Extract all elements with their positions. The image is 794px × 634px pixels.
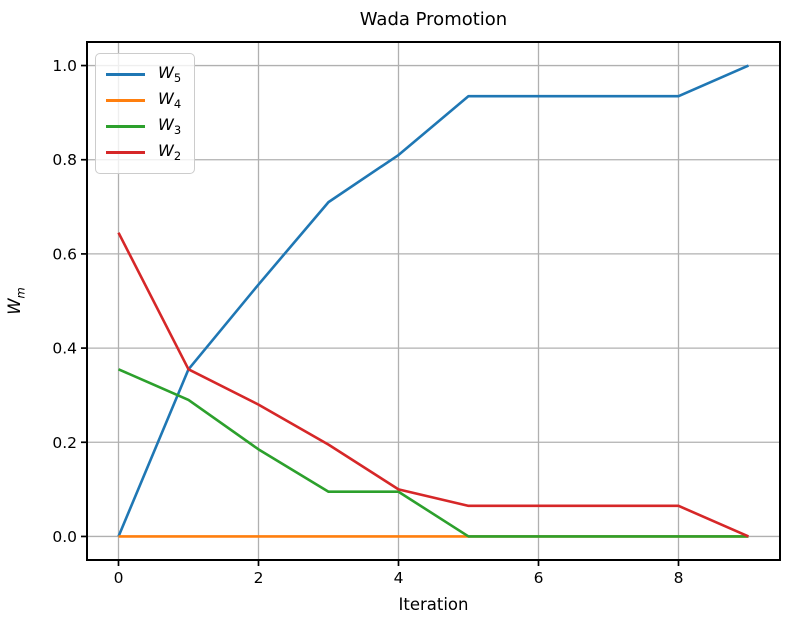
x-tick-label: 4: [394, 569, 404, 587]
legend-line-sample: [106, 99, 145, 102]
legend-line-sample: [106, 125, 145, 128]
y-tick-label: 0.6: [52, 245, 77, 263]
legend-entry: W2: [106, 140, 186, 165]
y-tick-label: 1.0: [52, 57, 77, 75]
y-tick-label: 0.0: [52, 528, 77, 546]
legend-line-sample: [106, 73, 145, 76]
y-axis-label-subscript: m: [13, 287, 28, 299]
series-line-W_2: [117, 232, 750, 538]
legend-entry-label: W3: [158, 114, 182, 137]
legend-entry-label: W2: [158, 140, 182, 163]
x-tick-label: 2: [254, 569, 264, 587]
x-tick-label: 6: [534, 569, 544, 587]
series-line-W_3: [117, 368, 749, 538]
y-tick-label: 0.2: [52, 434, 77, 452]
axes-border: [86, 41, 781, 561]
legend-line-sample: [106, 151, 145, 154]
chart-title: Wada Promotion: [359, 9, 508, 30]
series-line-W_5: [117, 64, 750, 537]
y-axis-label: Wm: [5, 287, 28, 315]
y-tick-label: 0.8: [52, 151, 77, 169]
y-tick-label: 0.4: [52, 340, 77, 358]
legend-entry-label: W5: [158, 62, 182, 85]
legend-entry: W3: [106, 114, 186, 139]
legend-entry-label: W4: [158, 88, 182, 111]
y-axis-label-base: W: [5, 298, 25, 315]
legend-entry: W4: [106, 88, 186, 113]
legend: W5 W4 W3 W2: [95, 53, 195, 174]
x-tick-label: 0: [114, 569, 124, 587]
x-axis-label: Iteration: [398, 595, 469, 614]
x-tick-label: 8: [674, 569, 684, 587]
legend-entry: W5: [106, 62, 186, 87]
